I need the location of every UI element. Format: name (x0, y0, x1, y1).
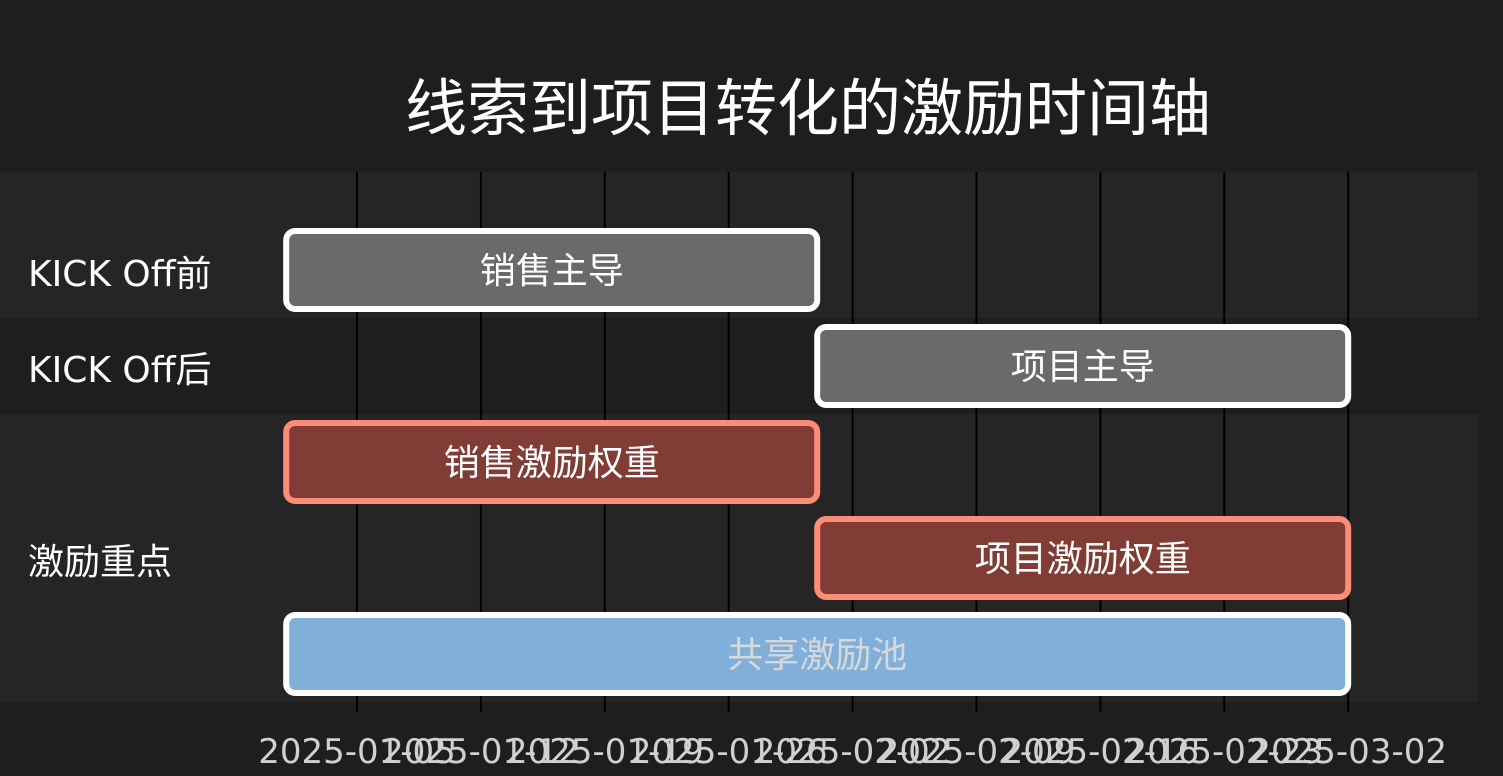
task-bar-rect (283, 612, 1352, 696)
y-axis-label: KICK Off后 (28, 350, 212, 391)
task-bar: 销售主导 (283, 228, 821, 312)
task-bar-label: 项目激励权重 (975, 539, 1191, 580)
x-tick-label: 2025-01-19 (506, 732, 704, 772)
y-axis-label: KICK Off前 (28, 254, 212, 295)
task-bar-rect (283, 420, 821, 504)
task-bar-label: 共享激励池 (727, 635, 907, 676)
x-tick-label: 2025-02-09 (878, 732, 1076, 772)
task-bar-rect (814, 516, 1352, 600)
x-tick-label: 2025-03-02 (1249, 732, 1447, 772)
x-tick-label: 2025-01-26 (630, 732, 828, 772)
task-bar-label: 项目主导 (1011, 347, 1155, 388)
task-bar-label: 销售主导 (480, 251, 624, 292)
y-axis-label: 激励重点 (28, 542, 172, 583)
x-tick-label: 2025-02-02 (754, 732, 952, 772)
x-axis-tick-labels: 2025-01-052025-01-122025-01-192025-01-26… (258, 732, 1447, 772)
task-bar: 项目主导 (814, 324, 1352, 408)
chart-title: 线索到项目转化的激励时间轴 (405, 72, 1211, 145)
task-bar-rect (283, 228, 821, 312)
task-bar-label: 销售激励权重 (444, 443, 660, 484)
x-tick-label: 2025-01-12 (382, 732, 580, 772)
task-bar: 共享激励池 (283, 612, 1352, 696)
task-bar: 销售激励权重 (283, 420, 821, 504)
task-bar: 项目激励权重 (814, 516, 1352, 600)
x-tick-label: 2025-02-23 (1126, 732, 1324, 772)
x-tick-label: 2025-01-05 (258, 732, 456, 772)
x-tick-label: 2025-02-16 (1002, 732, 1200, 772)
task-bar-rect (814, 324, 1352, 408)
